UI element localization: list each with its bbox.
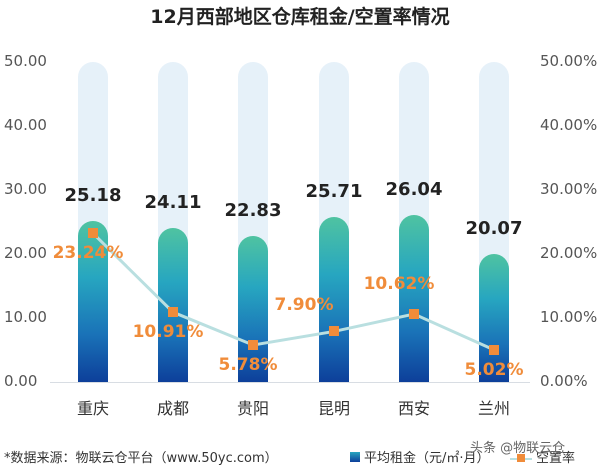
chart-title: 12月西部地区仓库租金/空置率情况 — [150, 6, 450, 28]
watermark: 头条 @物联云仓 — [470, 441, 566, 456]
y-axis-left-tick: 20.00 — [4, 244, 47, 262]
rent-bar — [158, 227, 188, 382]
rent-value-label: 24.11 — [144, 191, 202, 213]
legend-vacancy-marker-icon — [510, 453, 532, 462]
vacancy-value-label: 5.02% — [464, 359, 524, 380]
vacancy-marker — [248, 340, 258, 350]
x-axis-category: 贵阳 — [236, 399, 269, 418]
rent-bar — [238, 235, 268, 382]
vacancy-marker — [329, 326, 339, 337]
x-axis-category: 重庆 — [76, 399, 109, 418]
data-source: *数据来源：物联云仓平台（www.50yc.com） — [4, 451, 278, 466]
vacancy-value-label: 23.24% — [52, 243, 124, 264]
vacancy-marker — [489, 344, 499, 355]
y-axis-right-tick: 20.00% — [540, 244, 598, 262]
y-axis-right-tick: 50.00% — [540, 52, 598, 70]
y-axis-left-tick: 10.00 — [4, 308, 47, 326]
y-axis-left-tick: 50.00 — [4, 52, 47, 70]
vacancy-value-label: 10.91% — [132, 322, 204, 343]
rent-bar — [78, 220, 108, 382]
rent-bar — [479, 253, 509, 382]
y-axis-left-tick: 30.00 — [4, 180, 47, 198]
vacancy-value-label: 10.62% — [363, 274, 435, 295]
vacancy-marker — [168, 307, 178, 318]
y-axis-left-tick: 40.00 — [4, 116, 47, 134]
vacancy-value-label: 7.90% — [274, 295, 334, 316]
legend-rent-swatch-icon — [350, 452, 360, 462]
y-axis-right-tick: 30.00% — [540, 180, 598, 198]
x-axis-category: 兰州 — [477, 399, 510, 418]
legend-vacancy: 空置率 — [510, 447, 575, 466]
legend-rent: 平均租金（元/㎡·月） — [350, 447, 490, 466]
rent-value-label: 26.04 — [385, 179, 443, 201]
x-axis-category: 昆明 — [317, 399, 350, 418]
vacancy-marker — [409, 309, 419, 320]
rent-value-label: 25.18 — [64, 184, 122, 206]
legend-rent-label: 平均租金（元/㎡·月） — [364, 451, 490, 466]
y-axis-right-tick: 40.00% — [540, 116, 598, 134]
rent-bar — [319, 217, 349, 382]
y-axis-left-tick: 0.00 — [4, 372, 38, 390]
legend-vacancy-label: 空置率 — [536, 451, 576, 466]
vacancy-marker — [88, 228, 98, 239]
rent-value-label: 20.07 — [465, 217, 523, 239]
x-axis-category: 成都 — [156, 399, 189, 418]
rent-value-label: 22.83 — [224, 199, 282, 221]
rent-value-label: 25.71 — [305, 181, 363, 203]
y-axis-right-tick: 10.00% — [540, 308, 598, 326]
vacancy-value-label: 5.78% — [218, 355, 278, 375]
rent-bar — [399, 215, 429, 382]
y-axis-right-tick: 0.00% — [540, 372, 588, 390]
x-axis-category: 西安 — [397, 399, 430, 418]
